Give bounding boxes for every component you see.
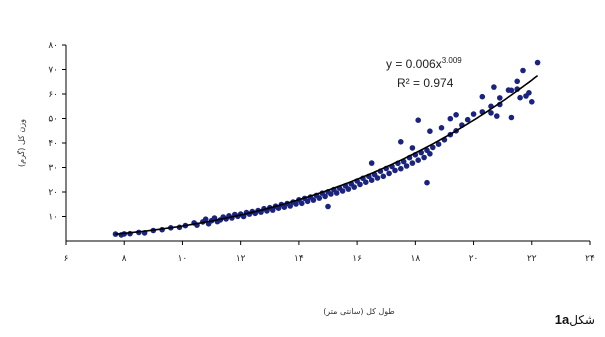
data-point [497, 95, 503, 101]
data-point [534, 59, 541, 66]
data-point [403, 163, 410, 169]
x-tick-label: ۸ [122, 254, 127, 264]
data-point [491, 84, 497, 90]
x-axis-label: طول کل (سانتی متر) [323, 307, 395, 316]
y-axis-label: وزن کل (گرم) [16, 119, 26, 167]
figure-code: 1a [554, 312, 570, 327]
data-point [202, 216, 209, 222]
data-point [310, 197, 317, 203]
data-points [112, 59, 541, 238]
y-tick-label: ۴۰ [48, 139, 58, 149]
data-point [299, 200, 305, 207]
y-tick-label: ۳۰ [48, 164, 58, 174]
data-point [529, 99, 535, 105]
data-point [339, 188, 346, 194]
data-point [424, 179, 430, 186]
data-point [398, 165, 404, 172]
y-tick-label: ۷۰ [48, 66, 58, 76]
y-tick-label: ۲۰ [48, 188, 58, 198]
y-tick-label: ۶۰ [48, 90, 58, 100]
figure-caption-text: شکل [569, 313, 595, 327]
y-tick-label: ۵۰ [48, 115, 58, 125]
data-point [368, 160, 375, 166]
data-point [488, 110, 494, 116]
data-point [293, 201, 299, 207]
data-point [322, 193, 328, 200]
data-point [398, 139, 404, 145]
data-point [415, 117, 422, 123]
data-point [517, 94, 523, 101]
x-tick-label: ۱۴ [294, 254, 304, 264]
data-point [351, 184, 358, 190]
data-point [508, 87, 515, 94]
x-ticks: ۶ ۸ ۱۰ ۱۲ ۱۴ ۱۶ ۱۸ ۲۰ ۲۲ ۲۴ [64, 241, 595, 264]
data-point [269, 207, 276, 213]
data-point [304, 198, 311, 205]
x-tick-label: ۲۰ [469, 254, 479, 264]
data-point [415, 157, 422, 163]
data-point [357, 181, 363, 188]
r-squared-label: R² = 0.974 [397, 76, 454, 90]
data-point [409, 145, 416, 151]
data-point [380, 173, 387, 180]
data-point [479, 93, 486, 100]
data-point [316, 195, 323, 201]
data-point [333, 190, 340, 196]
x-tick-label: ۱۸ [410, 254, 420, 264]
x-tick-label: ۱۰ [178, 254, 188, 264]
data-point [386, 170, 392, 177]
x-tick-label: ۶ [64, 254, 69, 264]
trendline [115, 74, 539, 235]
data-point [287, 203, 294, 209]
data-point [427, 128, 433, 134]
data-point [447, 115, 454, 122]
y-tick-label: ۱۰ [48, 213, 58, 223]
data-point [464, 116, 471, 123]
data-point [435, 141, 442, 147]
data-point [494, 113, 500, 119]
data-point [453, 112, 459, 118]
data-point [374, 175, 381, 181]
data-point [438, 125, 445, 131]
trendline-equation: y = 0.006x3.009 [386, 56, 462, 71]
data-point [470, 111, 477, 117]
data-point [325, 203, 331, 210]
x-tick-label: ۲۴ [585, 254, 595, 264]
x-tick-label: ۲۲ [527, 254, 537, 264]
y-tick-label: ۸۰ [48, 41, 58, 51]
data-point [430, 144, 436, 151]
data-point [526, 90, 532, 96]
y-ticks: ۱۰ ۲۰ ۳۰ ۴۰ ۵۰ ۶۰ ۷۰ ۸۰ [48, 41, 66, 223]
data-point [368, 177, 375, 183]
data-point [427, 151, 433, 157]
data-point [409, 160, 416, 166]
data-point [363, 179, 369, 185]
data-point [508, 114, 515, 121]
figure-caption: 1aشکل [555, 312, 595, 327]
data-point [328, 191, 334, 197]
data-point [421, 154, 427, 161]
x-tick-label: ۱۲ [236, 254, 246, 264]
data-point [514, 78, 520, 85]
data-point [345, 186, 352, 192]
data-point [392, 167, 398, 174]
x-tick-label: ۱۶ [352, 254, 362, 264]
data-point [520, 67, 526, 74]
